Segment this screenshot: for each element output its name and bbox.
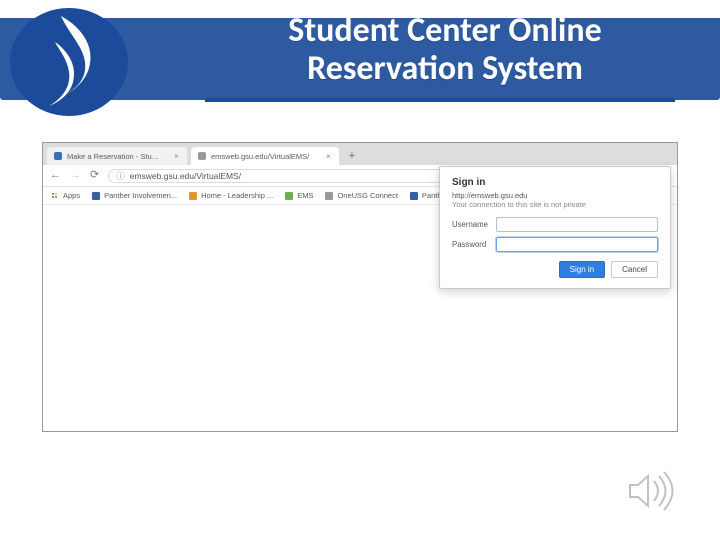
speaker-icon [626, 469, 680, 518]
bookmark-icon [92, 192, 100, 200]
bookmark-label: Home - Leadership ... [201, 191, 273, 200]
flame-icon [25, 12, 113, 112]
bookmark-panther[interactable]: Panther Involvemen... [92, 191, 177, 200]
favicon-icon [198, 152, 206, 160]
username-label: Username [452, 220, 496, 229]
tab-label: Make a Reservation - Student Ce [67, 152, 162, 161]
info-icon: ⓘ [116, 170, 125, 182]
bookmark-oneusg[interactable]: OneUSG Connect [325, 191, 397, 200]
apps-button[interactable]: Apps [51, 191, 80, 200]
cancel-button-label: Cancel [622, 265, 647, 274]
new-tab-button[interactable]: + [345, 149, 359, 163]
slide-title: Student Center Online Reservation System [180, 12, 710, 88]
signin-button-label: Sign in [570, 265, 594, 274]
username-field[interactable] [496, 217, 658, 232]
tab-reservation[interactable]: Make a Reservation - Student Ce × [47, 147, 187, 165]
bookmark-leadership[interactable]: Home - Leadership ... [189, 191, 273, 200]
close-icon[interactable]: × [173, 153, 180, 160]
tab-label: emsweb.gsu.edu/VirtualEMS/ [211, 152, 314, 161]
tab-bar: Make a Reservation - Student Ce × emsweb… [43, 143, 677, 165]
bookmark-label: OneUSG Connect [337, 191, 397, 200]
forward-button[interactable]: → [70, 170, 81, 181]
tab-ems[interactable]: emsweb.gsu.edu/VirtualEMS/ × [191, 147, 339, 165]
bookmark-label: Panther Involvemen... [104, 191, 177, 200]
signin-url: http://emsweb.gsu.edu [452, 191, 658, 200]
signin-button[interactable]: Sign in [559, 261, 605, 278]
signin-warning: Your connection to this site is not priv… [452, 200, 658, 209]
cancel-button[interactable]: Cancel [611, 261, 658, 278]
reload-button[interactable]: ⟳ [90, 170, 99, 181]
back-button[interactable]: ← [50, 170, 61, 181]
plus-icon: + [349, 150, 355, 162]
bookmark-label: EMS [297, 191, 313, 200]
bookmark-icon [410, 192, 418, 200]
password-field[interactable] [496, 237, 658, 252]
title-underline [205, 98, 675, 102]
bookmark-icon [285, 192, 293, 200]
password-label: Password [452, 240, 496, 249]
gsu-flame-logo [10, 8, 128, 116]
signin-title: Sign in [452, 177, 658, 188]
close-icon[interactable]: × [325, 153, 332, 160]
bookmark-ems[interactable]: EMS [285, 191, 313, 200]
favicon-icon [54, 152, 62, 160]
apps-icon [51, 192, 59, 200]
url-text: emsweb.gsu.edu/VirtualEMS/ [130, 171, 241, 181]
bookmark-icon [325, 192, 333, 200]
bookmark-icon [189, 192, 197, 200]
signin-dialog: Sign in http://emsweb.gsu.edu Your conne… [439, 166, 671, 289]
browser-window: Make a Reservation - Student Ce × emsweb… [42, 142, 678, 432]
apps-label: Apps [63, 191, 80, 200]
